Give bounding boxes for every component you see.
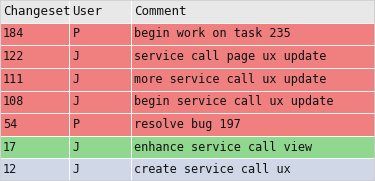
Bar xyxy=(131,45,375,68)
Bar xyxy=(0,45,69,68)
Text: J: J xyxy=(72,141,80,153)
Text: 12: 12 xyxy=(3,163,17,176)
Text: 184: 184 xyxy=(3,28,24,40)
Text: J: J xyxy=(72,50,80,63)
Text: begin service call ux update: begin service call ux update xyxy=(134,95,334,108)
Text: P: P xyxy=(72,118,80,131)
Bar xyxy=(69,90,131,113)
Bar xyxy=(131,0,375,23)
Bar xyxy=(69,113,131,136)
Text: J: J xyxy=(72,163,80,176)
Text: J: J xyxy=(72,73,80,86)
Bar xyxy=(131,158,375,181)
Text: 17: 17 xyxy=(3,141,17,153)
Text: service call page ux update: service call page ux update xyxy=(134,50,327,63)
Text: P: P xyxy=(72,28,80,40)
Bar xyxy=(69,0,131,23)
Bar xyxy=(0,68,69,90)
Text: resolve bug 197: resolve bug 197 xyxy=(134,118,241,131)
Text: 122: 122 xyxy=(3,50,24,63)
Bar xyxy=(0,90,69,113)
Bar xyxy=(0,136,69,158)
Bar xyxy=(69,68,131,90)
Text: begin work on task 235: begin work on task 235 xyxy=(134,28,291,40)
Bar xyxy=(131,113,375,136)
Text: more service call ux update: more service call ux update xyxy=(134,73,327,86)
Bar xyxy=(0,113,69,136)
Bar xyxy=(0,158,69,181)
Bar xyxy=(69,45,131,68)
Bar xyxy=(69,158,131,181)
Text: 54: 54 xyxy=(3,118,17,131)
Text: 108: 108 xyxy=(3,95,24,108)
Text: enhance service call view: enhance service call view xyxy=(134,141,312,153)
Text: create service call ux: create service call ux xyxy=(134,163,291,176)
Bar xyxy=(69,23,131,45)
Bar xyxy=(69,136,131,158)
Text: J: J xyxy=(72,95,80,108)
Bar xyxy=(131,136,375,158)
Bar xyxy=(131,23,375,45)
Bar xyxy=(131,90,375,113)
Bar xyxy=(131,68,375,90)
Bar xyxy=(0,0,69,23)
Text: Comment: Comment xyxy=(134,5,187,18)
Text: User: User xyxy=(72,5,102,18)
Bar xyxy=(0,23,69,45)
Text: Changeset: Changeset xyxy=(3,5,70,18)
Text: 111: 111 xyxy=(3,73,24,86)
